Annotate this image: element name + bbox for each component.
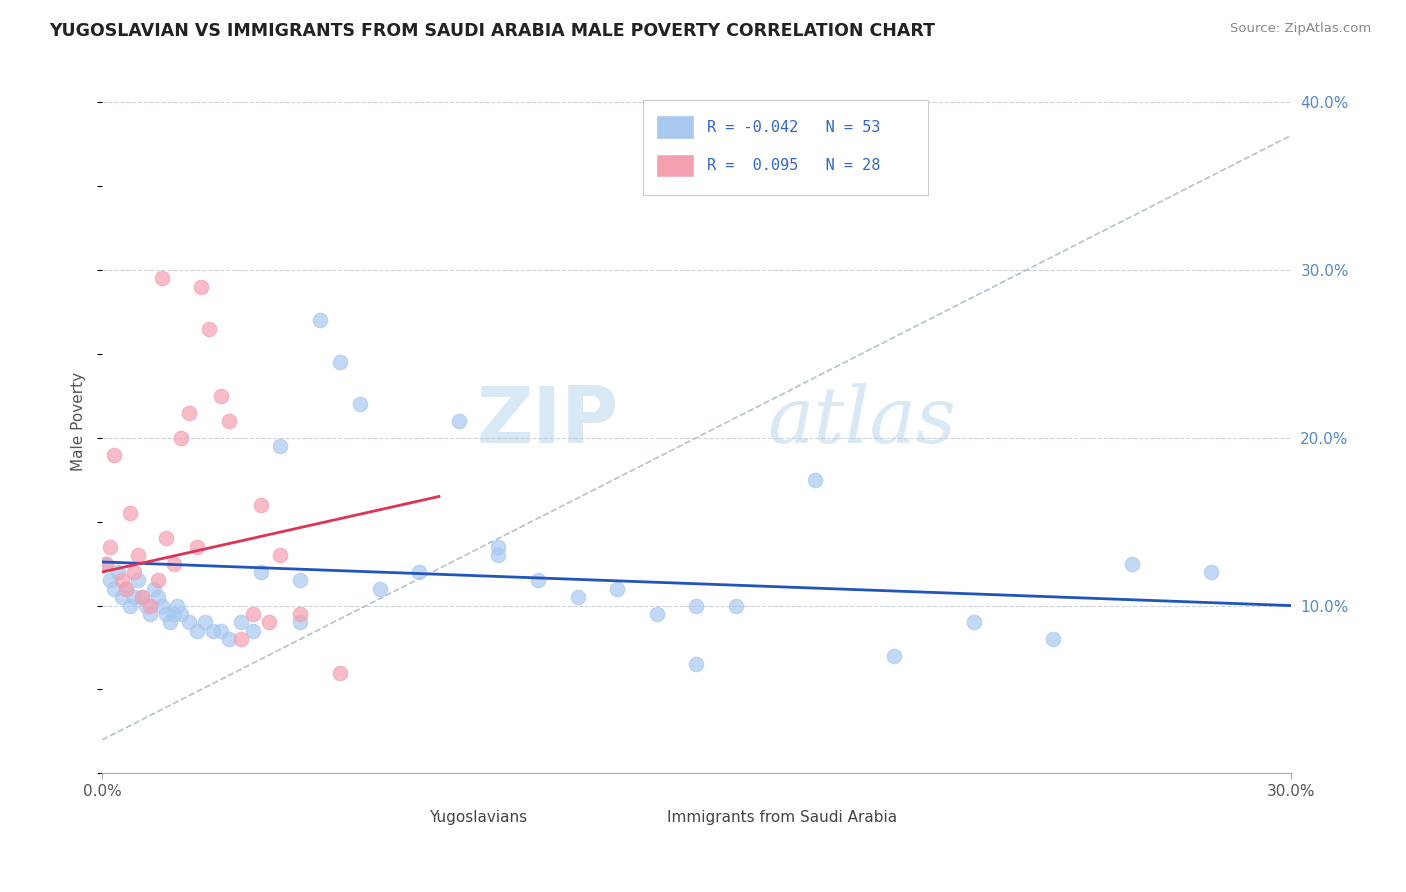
Point xyxy=(131,590,153,604)
Point xyxy=(290,615,312,630)
Point xyxy=(290,607,312,621)
Point xyxy=(229,615,252,630)
Point xyxy=(329,355,352,369)
Point xyxy=(527,574,550,588)
Text: R = -0.042   N = 53: R = -0.042 N = 53 xyxy=(707,120,880,135)
Point xyxy=(685,657,707,672)
FancyBboxPatch shape xyxy=(388,809,423,826)
Point xyxy=(115,582,138,596)
Point xyxy=(309,313,332,327)
Point xyxy=(162,607,184,621)
Text: YUGOSLAVIAN VS IMMIGRANTS FROM SAUDI ARABIA MALE POVERTY CORRELATION CHART: YUGOSLAVIAN VS IMMIGRANTS FROM SAUDI ARA… xyxy=(49,22,935,40)
FancyBboxPatch shape xyxy=(657,154,693,176)
Point xyxy=(249,498,271,512)
Point xyxy=(486,548,509,562)
Text: ZIP: ZIP xyxy=(477,383,619,459)
Point xyxy=(242,624,264,638)
Point xyxy=(186,624,208,638)
Point xyxy=(103,582,125,596)
Point xyxy=(209,389,232,403)
Point xyxy=(150,271,173,285)
FancyBboxPatch shape xyxy=(626,809,661,826)
Point xyxy=(329,665,352,680)
Point xyxy=(146,590,169,604)
Point xyxy=(118,506,141,520)
Point xyxy=(209,624,232,638)
Y-axis label: Male Poverty: Male Poverty xyxy=(72,371,86,470)
Point xyxy=(349,397,371,411)
Point xyxy=(155,532,177,546)
Point xyxy=(111,574,134,588)
Point xyxy=(159,615,181,630)
Point xyxy=(135,599,157,613)
Point xyxy=(139,599,162,613)
Point xyxy=(186,540,208,554)
Point xyxy=(190,279,212,293)
Point xyxy=(606,582,628,596)
Point xyxy=(115,582,138,596)
Point xyxy=(127,574,149,588)
Point xyxy=(645,607,668,621)
Point xyxy=(198,321,221,335)
Point xyxy=(883,648,905,663)
Point xyxy=(242,607,264,621)
Point xyxy=(96,557,118,571)
Point xyxy=(257,615,280,630)
Point xyxy=(685,599,707,613)
Point xyxy=(368,582,391,596)
Point xyxy=(96,557,118,571)
Point xyxy=(408,565,430,579)
Point xyxy=(127,548,149,562)
Point xyxy=(146,574,169,588)
Point xyxy=(170,607,193,621)
Point xyxy=(447,414,470,428)
Point xyxy=(1042,632,1064,647)
Point xyxy=(150,599,173,613)
Point xyxy=(202,624,225,638)
Point xyxy=(567,590,589,604)
Text: atlas: atlas xyxy=(768,383,956,459)
Point xyxy=(122,590,145,604)
Point xyxy=(963,615,986,630)
Point xyxy=(269,439,291,453)
Point xyxy=(162,557,184,571)
Point xyxy=(122,565,145,579)
Point xyxy=(724,599,747,613)
Point xyxy=(486,540,509,554)
Point xyxy=(218,414,240,428)
Point xyxy=(103,448,125,462)
Point xyxy=(218,632,240,647)
Point xyxy=(118,599,141,613)
Point xyxy=(1121,557,1143,571)
FancyBboxPatch shape xyxy=(643,100,928,195)
Point xyxy=(249,565,271,579)
Point xyxy=(98,540,121,554)
Point xyxy=(1201,565,1223,579)
Point xyxy=(269,548,291,562)
Text: Immigrants from Saudi Arabia: Immigrants from Saudi Arabia xyxy=(666,810,897,824)
Point xyxy=(804,473,827,487)
Point xyxy=(179,615,201,630)
Point xyxy=(142,582,165,596)
Point xyxy=(111,590,134,604)
Point xyxy=(139,607,162,621)
Point xyxy=(170,431,193,445)
Point xyxy=(194,615,217,630)
Point xyxy=(155,607,177,621)
Text: Yugoslavians: Yugoslavians xyxy=(429,810,527,824)
Point xyxy=(166,599,188,613)
Point xyxy=(107,565,129,579)
Point xyxy=(179,406,201,420)
Point xyxy=(131,590,153,604)
Point xyxy=(290,574,312,588)
Point xyxy=(229,632,252,647)
Text: R =  0.095   N = 28: R = 0.095 N = 28 xyxy=(707,158,880,172)
Point xyxy=(98,574,121,588)
FancyBboxPatch shape xyxy=(657,117,693,137)
Text: Source: ZipAtlas.com: Source: ZipAtlas.com xyxy=(1230,22,1371,36)
